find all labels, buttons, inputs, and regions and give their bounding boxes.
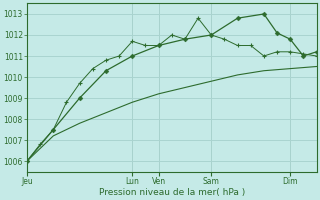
X-axis label: Pression niveau de la mer( hPa ): Pression niveau de la mer( hPa ) (99, 188, 245, 197)
